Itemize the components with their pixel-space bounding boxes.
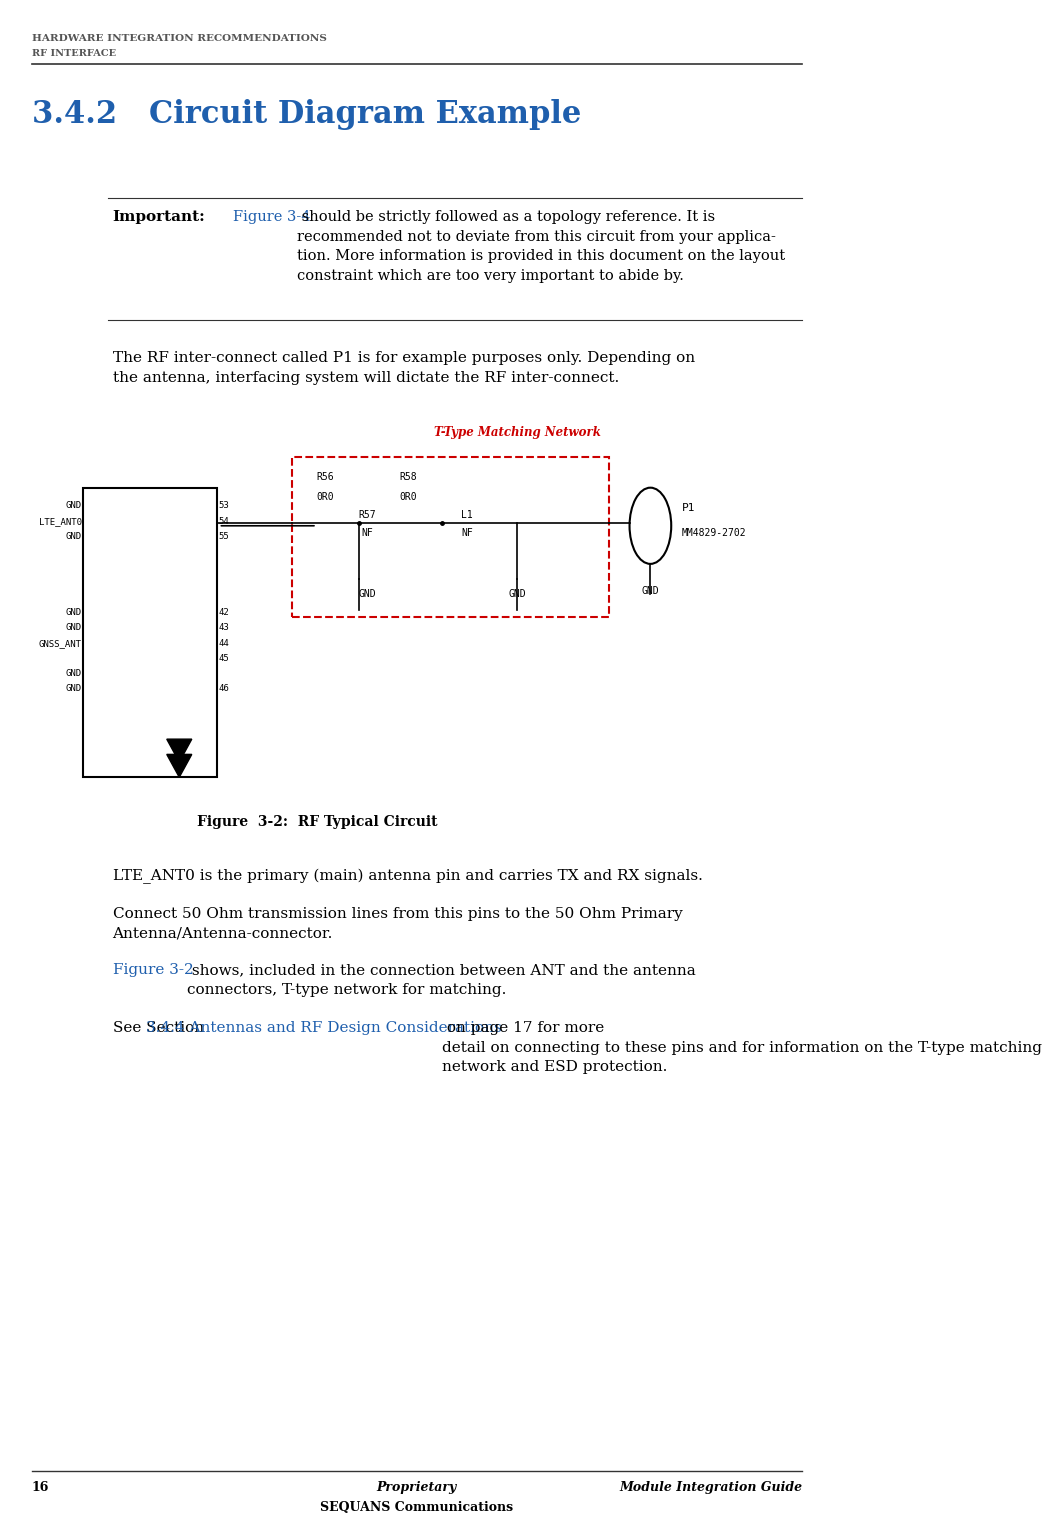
Text: Important:: Important: — [112, 210, 205, 224]
Text: 16: 16 — [32, 1481, 49, 1495]
Text: NF: NF — [461, 529, 473, 538]
Text: 46: 46 — [219, 684, 229, 693]
Text: GND: GND — [65, 669, 82, 678]
Text: R56: R56 — [316, 472, 334, 482]
Text: shows, included in the connection between ANT and the antenna
connectors, T-type: shows, included in the connection betwee… — [187, 963, 696, 997]
Text: 53: 53 — [219, 501, 229, 511]
Text: GNSS_ANT: GNSS_ANT — [39, 639, 82, 648]
Text: GND: GND — [641, 587, 659, 596]
Text: Figure 3-4: Figure 3-4 — [233, 210, 311, 224]
Text: R57: R57 — [358, 511, 375, 520]
Text: 54: 54 — [219, 517, 229, 526]
Text: 43: 43 — [219, 623, 229, 632]
Text: Figure  3-2:  RF Typical Circuit: Figure 3-2: RF Typical Circuit — [197, 815, 437, 829]
Text: on page 17 for more
detail on connecting to these pins and for information on th: on page 17 for more detail on connecting… — [441, 1021, 1042, 1074]
Text: The RF inter-connect called P1 is for example purposes only. Depending on
the an: The RF inter-connect called P1 is for ex… — [112, 351, 695, 386]
Text: MM4829-2702: MM4829-2702 — [682, 529, 746, 538]
Text: Module Integration Guide: Module Integration Guide — [619, 1481, 802, 1495]
FancyBboxPatch shape — [83, 488, 217, 777]
Text: RF INTERFACE: RF INTERFACE — [32, 49, 116, 58]
Text: NF: NF — [360, 529, 373, 538]
Text: L1: L1 — [461, 511, 473, 520]
Text: See Section: See Section — [112, 1021, 208, 1035]
Text: Connect 50 Ohm transmission lines from this pins to the 50 Ohm Primary
Antenna/A: Connect 50 Ohm transmission lines from t… — [112, 907, 682, 940]
Text: 3.4.2   Circuit Diagram Example: 3.4.2 Circuit Diagram Example — [32, 99, 581, 130]
Text: 0R0: 0R0 — [399, 492, 417, 501]
Text: GND: GND — [65, 623, 82, 632]
Text: GND: GND — [65, 608, 82, 617]
Text: GND: GND — [65, 684, 82, 693]
Text: LTE_ANT0: LTE_ANT0 — [39, 517, 82, 526]
Text: Proprietary: Proprietary — [377, 1481, 457, 1495]
Text: GND: GND — [509, 590, 526, 599]
Text: GND: GND — [65, 501, 82, 511]
Text: GND: GND — [358, 590, 375, 599]
Text: GND: GND — [65, 532, 82, 541]
Text: Figure 3-2: Figure 3-2 — [112, 963, 193, 977]
Text: 0R0: 0R0 — [316, 492, 334, 501]
Text: HARDWARE INTEGRATION RECOMMENDATIONS: HARDWARE INTEGRATION RECOMMENDATIONS — [32, 34, 327, 43]
Text: 45: 45 — [219, 654, 229, 663]
Text: T-Type Matching Network: T-Type Matching Network — [433, 425, 600, 439]
Text: 44: 44 — [219, 639, 229, 648]
Text: R58: R58 — [399, 472, 417, 482]
Text: 3.4.4 Antennas and RF Design Considerations: 3.4.4 Antennas and RF Design Considerati… — [146, 1021, 501, 1035]
Polygon shape — [167, 739, 191, 762]
Text: 55: 55 — [219, 532, 229, 541]
Text: LTE_ANT0 is the primary (main) antenna pin and carries TX and RX signals.: LTE_ANT0 is the primary (main) antenna p… — [112, 869, 702, 884]
Text: 42: 42 — [219, 608, 229, 617]
Text: SEQUANS Communications: SEQUANS Communications — [321, 1501, 514, 1515]
Text: should be strictly followed as a topology reference. It is
recommended not to de: should be strictly followed as a topolog… — [296, 210, 785, 283]
FancyBboxPatch shape — [292, 457, 609, 617]
Polygon shape — [167, 754, 191, 777]
Text: P1: P1 — [682, 503, 696, 512]
